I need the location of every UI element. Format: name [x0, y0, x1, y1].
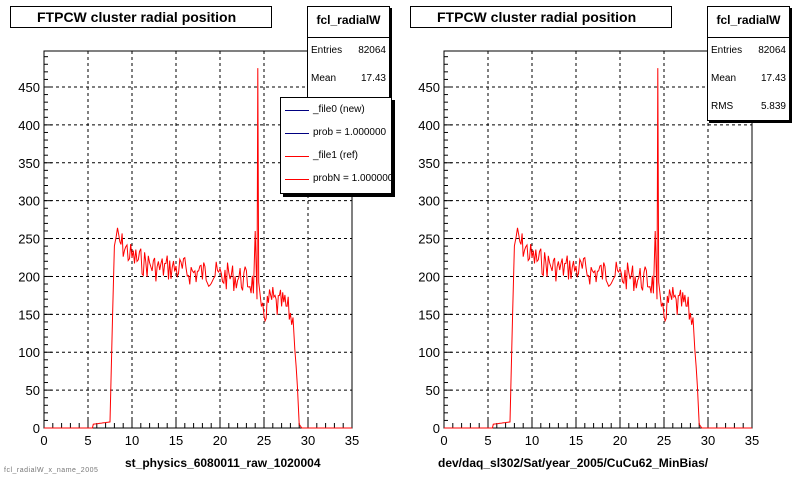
x-tick-label: 5 [484, 433, 491, 448]
stats-key: Entries [311, 45, 343, 56]
legend: _file0 (new) prob = 1.000000 _file1 (ref… [280, 97, 392, 194]
x-tick-label: 20 [213, 433, 227, 448]
y-tick-label: 400 [18, 118, 40, 133]
x-tick-label: 10 [125, 433, 139, 448]
x-tick-label: 35 [345, 433, 359, 448]
legend-label: _file0 (new) [313, 104, 365, 115]
y-tick-label: 150 [18, 307, 40, 322]
y-tick-label: 250 [18, 232, 40, 247]
x-tick-label: 0 [440, 433, 447, 448]
y-tick-label: 350 [418, 156, 440, 171]
x-tick-label: 20 [613, 433, 627, 448]
legend-line [285, 110, 309, 111]
y-tick-label: 100 [418, 345, 440, 360]
right-plot: 0 5 10 15 20 25 30 3505010015020025030035040045… [418, 50, 759, 448]
stats-key: Entries [711, 45, 743, 56]
stats-value: 5.839 [760, 101, 786, 112]
left-stats-name: fcl_radialW [308, 7, 389, 38]
x-tick-label: 15 [569, 433, 583, 448]
stats-key: Mean [711, 73, 737, 84]
x-tick-label: 30 [701, 433, 715, 448]
legend-entry: prob = 1.000000 [281, 124, 391, 144]
x-tick-label: 25 [657, 433, 671, 448]
stats-value: 17.43 [360, 73, 386, 84]
right-title: FTPCW cluster radial position [410, 6, 672, 28]
x-tick-label: 10 [525, 433, 539, 448]
plot-frame [43, 50, 353, 429]
y-tick-label: 350 [18, 156, 40, 171]
stats-key: RMS [711, 101, 734, 112]
y-tick-label: 400 [418, 118, 440, 133]
y-tick-label: 50 [26, 383, 40, 398]
left-x-caption: st_physics_6080011_raw_1020004 [125, 456, 321, 470]
y-tick-label: 150 [418, 307, 440, 322]
legend-label: prob = 1.000000 [313, 127, 387, 138]
x-tick-label: 0 [40, 433, 47, 448]
y-tick-label: 50 [426, 383, 440, 398]
stats-value: 17.43 [760, 73, 786, 84]
x-tick-label: 25 [257, 433, 271, 448]
legend-line [285, 133, 309, 134]
stats-key: Mean [311, 73, 337, 84]
stats-value: 82064 [358, 45, 386, 56]
series-line [444, 68, 752, 429]
y-tick-label: 200 [18, 269, 40, 284]
plot-frame [443, 50, 753, 429]
y-tick-label: 0 [33, 421, 40, 436]
x-tick-label: 5 [84, 433, 91, 448]
y-tick-label: 300 [418, 194, 440, 209]
x-tick-label: 15 [169, 433, 183, 448]
left-pad: 0 5 10 15 20 25 30 35 0 50 100 150 200 250 300 350 400 45… [4, 6, 392, 474]
right-x-caption: dev/daq_sl302/Sat/year_2005/CuCu62_MinBi… [438, 456, 709, 470]
y-tick-label: 450 [418, 80, 440, 95]
legend-line [285, 179, 309, 180]
stats-value: 82064 [758, 45, 786, 56]
right-pad: 0 5 10 15 20 25 30 35 0 50 100 150 200 250 300 350 400 45… [400, 0, 800, 480]
legend-label: _file1 (ref) [313, 150, 359, 161]
x-tick-label: 30 [301, 433, 315, 448]
left-title: FTPCW cluster radial position [10, 6, 272, 28]
y-tick-label: 0 [433, 421, 440, 436]
y-tick-label: 300 [18, 194, 40, 209]
footer-note: fcl_radialW_x_name_2005 [4, 467, 99, 474]
legend-line [285, 156, 309, 157]
y-tick-label: 250 [418, 232, 440, 247]
y-tick-label: 100 [18, 345, 40, 360]
x-tick-label: 35 [745, 433, 759, 448]
series-line [44, 68, 352, 429]
y-tick-label: 450 [18, 80, 40, 95]
right-stats-box: fcl_radialW Entries 82064 Mean 17.43 RMS… [707, 6, 790, 121]
right-stats-name: fcl_radialW [708, 7, 789, 38]
legend-label: probN = 1.000000 [313, 173, 392, 184]
legend-entry: _file1 (ref) [281, 147, 391, 167]
y-tick-label: 200 [418, 269, 440, 284]
legend-entry: _file0 (new) [281, 101, 391, 121]
legend-entry: probN = 1.000000 [281, 170, 392, 190]
